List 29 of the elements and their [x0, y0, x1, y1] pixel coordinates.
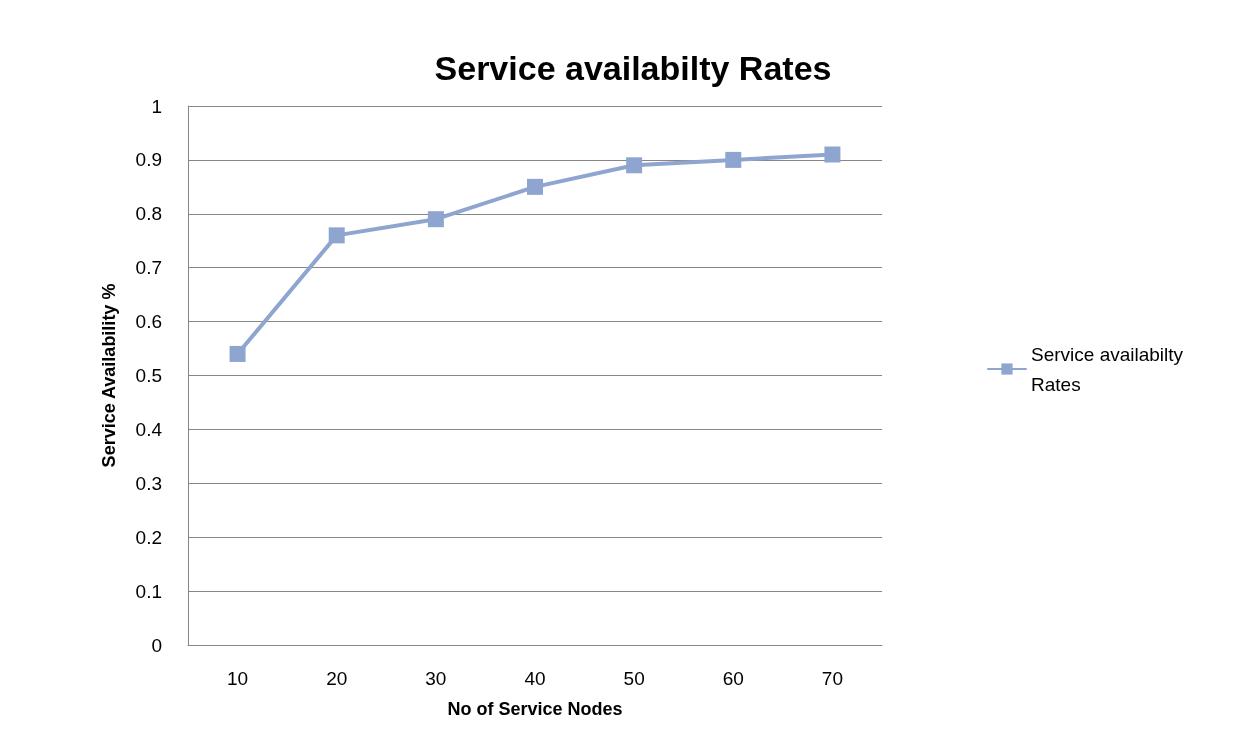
y-tick-label: 0.6	[135, 311, 162, 333]
y-tick-label: 0.9	[135, 149, 162, 171]
x-tick-label: 60	[722, 668, 744, 689]
point	[527, 178, 543, 195]
point	[725, 151, 742, 168]
y-tick-label: 0.2	[135, 526, 162, 548]
y-tick-label: 0.4	[135, 418, 163, 440]
y-tick-label: 0	[151, 634, 162, 656]
x-tick-label: 70	[821, 668, 843, 689]
point	[328, 227, 345, 244]
y-axis-title: Service Availability %	[99, 283, 119, 468]
legend-label: Service availabilty Rates	[1031, 343, 1189, 395]
y-tick-label: 0.5	[135, 365, 162, 386]
x-axis-title: No of Service Nodes	[447, 699, 623, 719]
x-tick-label: 30	[425, 668, 447, 689]
y-tick-label: 0.8	[135, 203, 162, 225]
y-tick-label: 0.3	[135, 472, 162, 494]
point	[824, 146, 841, 163]
x-tick-label: 10	[227, 668, 249, 689]
x-tick-label: 20	[326, 668, 348, 689]
x-tick-label: 50	[623, 668, 645, 689]
point	[229, 345, 246, 362]
x-tick-label: 40	[524, 668, 546, 689]
y-tick-label: 0.1	[135, 580, 162, 602]
y-tick-label: 1	[151, 95, 162, 117]
point	[427, 211, 444, 228]
chart-title: Service availabilty Rates	[434, 49, 832, 87]
y-tick-label: 0.7	[135, 257, 162, 279]
point	[626, 157, 643, 174]
